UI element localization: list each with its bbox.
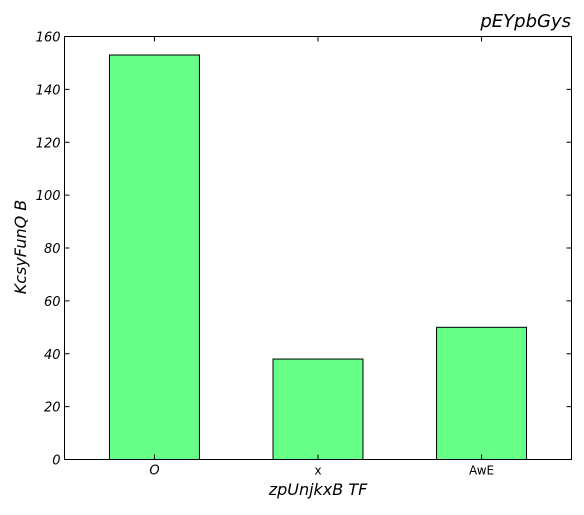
y-tick-label: 20	[44, 401, 61, 416]
y-tick-label: 120	[36, 136, 61, 151]
y-tick-label: 100	[36, 189, 61, 204]
y-axis-label: KcsyFunQ B	[11, 200, 30, 295]
ticks-layer: 0 20 40 60 80 100 120 140 160 O x AwE	[36, 31, 572, 479]
y-tick-label: 60	[44, 295, 61, 310]
y-tick-label: 160	[36, 31, 61, 46]
chart-title: pEYpbGys	[479, 11, 571, 32]
plot-frame	[64, 36, 572, 460]
bar-2	[436, 326, 528, 460]
x-tick-label: O	[149, 464, 159, 479]
y-tick-label: 80	[44, 242, 61, 257]
bar-1	[272, 358, 364, 461]
x-tick-label: AwE	[469, 464, 494, 478]
y-tick-label: 140	[36, 83, 61, 98]
x-tick-label: x	[314, 464, 321, 478]
y-tick-label: 40	[44, 348, 61, 363]
bar-0	[108, 54, 200, 460]
y-tick-label: 0	[52, 454, 60, 469]
x-axis-label: zpUnjkxB TF	[268, 480, 368, 499]
bars-layer	[108, 54, 528, 461]
